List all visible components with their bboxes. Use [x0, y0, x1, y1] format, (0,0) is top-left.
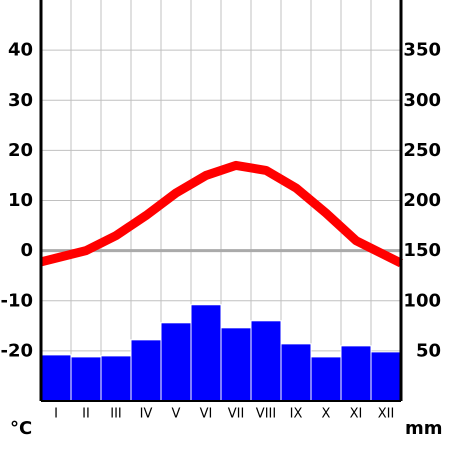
precipitation-bar [130, 339, 162, 402]
precipitation-bar [40, 354, 72, 402]
month-label: XI [350, 407, 363, 422]
temperature-line-layer [39, 160, 404, 268]
right-tick-label: 200 [403, 190, 441, 211]
month-label: I [54, 407, 58, 422]
precipitation-bar [70, 356, 102, 402]
month-label: IX [290, 407, 303, 422]
left-tick-label: -10 [0, 290, 33, 311]
right-axis-unit: mm [405, 418, 443, 439]
precipitation-bar [220, 327, 252, 402]
right-tick-label: 150 [403, 240, 441, 261]
right-tick-label: 350 [403, 40, 441, 61]
month-label: XII [378, 407, 395, 422]
precipitation-bar [310, 356, 342, 402]
right-tick-label: 50 [416, 340, 441, 361]
axes [39, 0, 403, 402]
left-axis-ticks: 40 30 20 10 0 -10 -20 [0, 40, 33, 362]
left-tick-label: 10 [8, 190, 33, 211]
month-label: II [82, 407, 90, 422]
left-tick-label: 20 [8, 140, 33, 161]
precipitation-bar [190, 304, 222, 402]
precipitation-bar [280, 343, 312, 402]
left-tick-label: -20 [0, 340, 33, 361]
precipitation-bar [370, 351, 402, 402]
precipitation-bar [100, 355, 132, 402]
left-tick-label: 0 [20, 240, 33, 261]
temperature-line [39, 160, 404, 268]
month-label: III [110, 407, 122, 422]
month-label: VII [228, 407, 245, 422]
month-label: V [172, 407, 181, 422]
left-tick-label: 40 [8, 40, 33, 61]
left-tick-label: 30 [8, 90, 33, 111]
precipitation-bar [160, 322, 192, 402]
precipitation-bar [250, 320, 282, 402]
right-tick-label: 300 [403, 90, 441, 111]
right-tick-label: 250 [403, 140, 441, 161]
month-label: X [322, 407, 331, 422]
month-label: VI [200, 407, 213, 422]
precipitation-bars [40, 304, 402, 402]
right-tick-label: 100 [403, 290, 441, 311]
right-axis-ticks: 350 300 250 200 150 100 50 [403, 40, 441, 362]
month-label: IV [140, 407, 153, 422]
month-labels: I II III IV V VI VII VIII IX X XI XII [54, 407, 394, 422]
left-axis-unit: °C [10, 418, 32, 439]
precipitation-bar [340, 345, 372, 402]
month-label: VIII [256, 407, 276, 422]
